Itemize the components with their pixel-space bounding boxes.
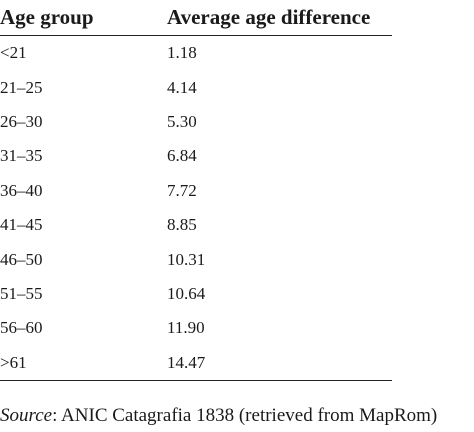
age-group-cell: 41–45 [0,215,43,235]
average-age-difference-cell: 14.47 [167,345,392,381]
average-age-difference-cell: 1.18 [167,43,197,63]
table-row: 21–25 4.14 [0,70,392,104]
data-table-container: Age group Average age difference <21 1.1… [0,0,392,381]
age-group-cell: 36–40 [0,180,43,200]
average-age-difference-cell: 10.64 [167,283,206,303]
table-row: 31–35 6.84 [0,139,392,173]
average-age-difference-cell: 5.30 [167,111,197,131]
age-group-cell: 21–25 [0,77,43,97]
average-age-difference-cell: 6.84 [167,146,197,166]
table-row: >61 14.47 [0,345,392,381]
table-row: 41–45 8.85 [0,208,392,242]
source-note: Source: ANIC Catagrafia 1838 (retrieved … [0,405,437,427]
header-age-group: Age group [0,0,167,36]
average-age-difference-cell: 7.72 [167,180,197,200]
average-age-difference-cell: 10.31 [167,249,206,269]
table-row: 26–30 5.30 [0,105,392,139]
age-group-cell: 56–60 [0,318,43,338]
source-label: Source [0,405,53,426]
age-group-cell: 46–50 [0,249,43,269]
table-row: 51–55 10.64 [0,277,392,311]
age-group-cell: 31–35 [0,146,43,166]
table-row: 56–60 11.90 [0,311,392,345]
table-row: <21 1.18 [0,36,392,71]
age-group-cell: 51–55 [0,283,43,303]
average-age-difference-cell: 4.14 [167,77,197,97]
age-group-cell: >61 [0,345,167,381]
table-row: 46–50 10.31 [0,242,392,276]
age-group-cell: <21 [0,43,27,63]
average-age-difference-cell: 11.90 [167,318,205,338]
table-row: 36–40 7.72 [0,174,392,208]
source-separator: : [52,405,62,426]
age-group-cell: 26–30 [0,111,43,131]
table-header-row: Age group Average age difference [0,0,392,36]
header-average-age-difference: Average age difference [167,0,392,36]
source-text: ANIC Catagrafia 1838 (retrieved from Map… [61,405,438,426]
average-age-difference-cell: 8.85 [167,215,197,235]
age-difference-table: Age group Average age difference <21 1.1… [0,0,392,381]
